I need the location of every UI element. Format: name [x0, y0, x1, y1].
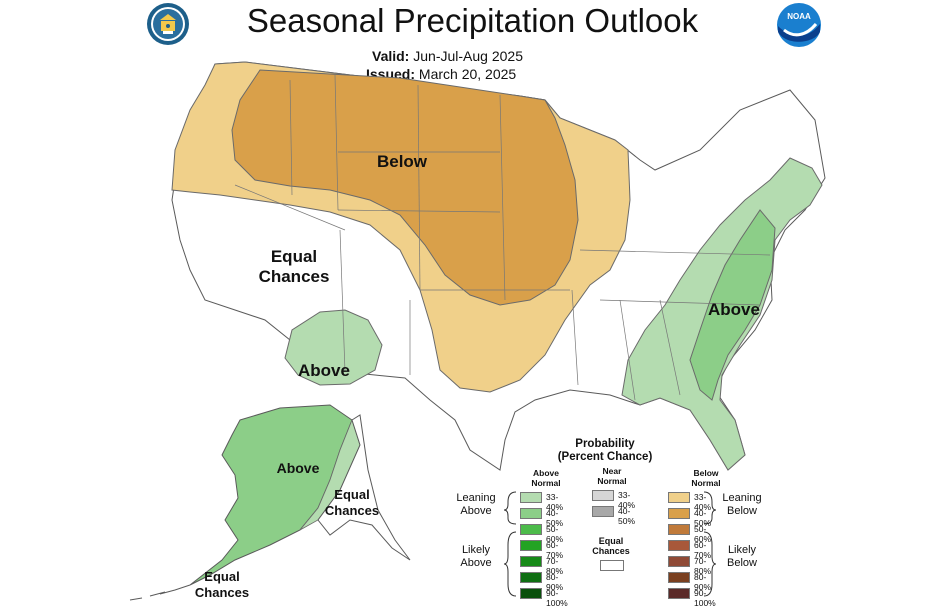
- likely-above-line1: Likely: [461, 544, 491, 556]
- label-equal-chances-aleutian-2: Chances: [195, 585, 249, 600]
- below-40-50-region: [231, 69, 579, 306]
- above-swatch-1: [520, 492, 542, 503]
- below-label-1: 33-40%: [694, 492, 712, 512]
- col-below-line1: Below: [693, 468, 719, 478]
- below-swatch-4: [668, 540, 690, 551]
- below-label-2: 40-50%: [694, 508, 712, 528]
- leaning-below-line1: Leaning: [722, 492, 762, 504]
- legend-title-1: Probability: [575, 438, 635, 450]
- equal-chances-legend: Equal Chances: [586, 536, 636, 556]
- noaa-logo-icon: NOAA: [777, 3, 821, 47]
- legend-title-2: (Percent Chance): [557, 451, 653, 463]
- near-swatch-2: [592, 506, 614, 517]
- label-above-alaska: Above: [277, 460, 320, 476]
- below-swatch-5: [668, 556, 690, 567]
- below-swatch-3: [668, 524, 690, 535]
- likely-below-line1: Likely: [727, 544, 757, 556]
- equal-chances-line2: Chances: [592, 546, 630, 556]
- leaning-above-line1: Leaning: [456, 492, 496, 504]
- label-equal-chances-aleutian-1: Equal: [204, 569, 239, 584]
- equal-chances-line1: Equal: [598, 536, 624, 546]
- label-equal-chances-west-1: Equal: [271, 247, 317, 266]
- col-near-header: Near Normal: [592, 466, 632, 486]
- below-label-4: 60-70%: [694, 540, 712, 560]
- alaska-equal-chances-region: [317, 414, 411, 561]
- label-above-southwest: Above: [298, 361, 350, 380]
- near-label-1: 33-40%: [618, 490, 636, 510]
- legend-braces-left: [504, 491, 517, 597]
- col-above-header: Above Normal: [526, 468, 566, 488]
- above-label-2: 40-50%: [546, 508, 564, 528]
- col-below-header: Below Normal: [686, 468, 726, 488]
- above-east-40-50-region: [689, 209, 776, 401]
- col-above-line2: Normal: [531, 478, 561, 488]
- near-label-2: 40-50%: [618, 506, 636, 526]
- probability-legend: Probability (Percent Chance) Above Norma…: [440, 432, 770, 608]
- label-below: Below: [377, 152, 428, 171]
- near-swatch-1: [592, 490, 614, 501]
- above-label-6: 80-90%: [546, 572, 564, 592]
- col-near-line2: Normal: [597, 476, 627, 486]
- above-swatch-5: [520, 556, 542, 567]
- below-swatch-1: [668, 492, 690, 503]
- department-of-commerce-seal-icon: [147, 3, 189, 45]
- valid-label: Valid:: [372, 48, 410, 64]
- col-near-line1: Near: [602, 466, 622, 476]
- valid-line: Valid: Jun-Jul-Aug 2025: [372, 48, 523, 64]
- above-label-3: 50-60%: [546, 524, 564, 544]
- likely-above-line2: Above: [460, 557, 492, 569]
- above-label-5: 70-80%: [546, 556, 564, 576]
- equal-chances-swatch: [600, 560, 624, 571]
- above-swatch-7: [520, 588, 542, 599]
- below-swatch-2: [668, 508, 690, 519]
- above-label-7: 90-100%: [546, 588, 568, 608]
- above-swatch-4: [520, 540, 542, 551]
- below-label-3: 50-60%: [694, 524, 712, 544]
- above-swatch-3: [520, 524, 542, 535]
- col-below-line2: Normal: [691, 478, 721, 488]
- legend-braces-right: [703, 491, 716, 597]
- noaa-logo-text: NOAA: [787, 12, 811, 21]
- valid-value: Jun-Jul-Aug 2025: [413, 48, 523, 64]
- label-equal-chances-alaska-1: Equal: [334, 487, 369, 502]
- below-label-7: 90-100%: [694, 588, 716, 608]
- above-swatch-6: [520, 572, 542, 583]
- above-label-1: 33-40%: [546, 492, 564, 512]
- below-swatch-6: [668, 572, 690, 583]
- label-above-east: Above: [708, 300, 760, 319]
- below-label-5: 70-80%: [694, 556, 712, 576]
- above-label-4: 60-70%: [546, 540, 564, 560]
- likely-below-line2: Below: [727, 557, 757, 569]
- leaning-below-line2: Below: [727, 505, 757, 517]
- below-label-6: 80-90%: [694, 572, 712, 592]
- leaning-above-line2: Above: [460, 505, 492, 517]
- above-southwest-region: [284, 309, 383, 386]
- state-borders: [234, 74, 771, 401]
- above-swatch-2: [520, 508, 542, 519]
- likely-above-label: Likely Above: [450, 544, 502, 570]
- below-swatch-7: [668, 588, 690, 599]
- col-above-line1: Above: [533, 468, 559, 478]
- map-title: Seasonal Precipitation Outlook: [246, 2, 699, 39]
- issued-value: March 20, 2025: [418, 66, 517, 82]
- label-equal-chances-alaska-2: Chances: [325, 503, 379, 518]
- label-equal-chances-west-2: Chances: [259, 267, 330, 286]
- leaning-above-label: Leaning Above: [450, 492, 502, 518]
- leaning-below-label: Leaning Below: [716, 492, 768, 518]
- likely-below-label: Likely Below: [716, 544, 768, 570]
- aleutian-islands: [129, 584, 191, 601]
